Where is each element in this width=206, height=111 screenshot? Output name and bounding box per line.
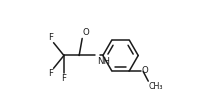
Text: CH₃: CH₃	[148, 82, 163, 91]
Text: F: F	[48, 33, 53, 42]
Text: F: F	[61, 73, 66, 82]
Text: O: O	[141, 66, 147, 75]
Text: NH: NH	[96, 57, 109, 66]
Text: F: F	[48, 69, 53, 78]
Text: O: O	[82, 28, 89, 37]
